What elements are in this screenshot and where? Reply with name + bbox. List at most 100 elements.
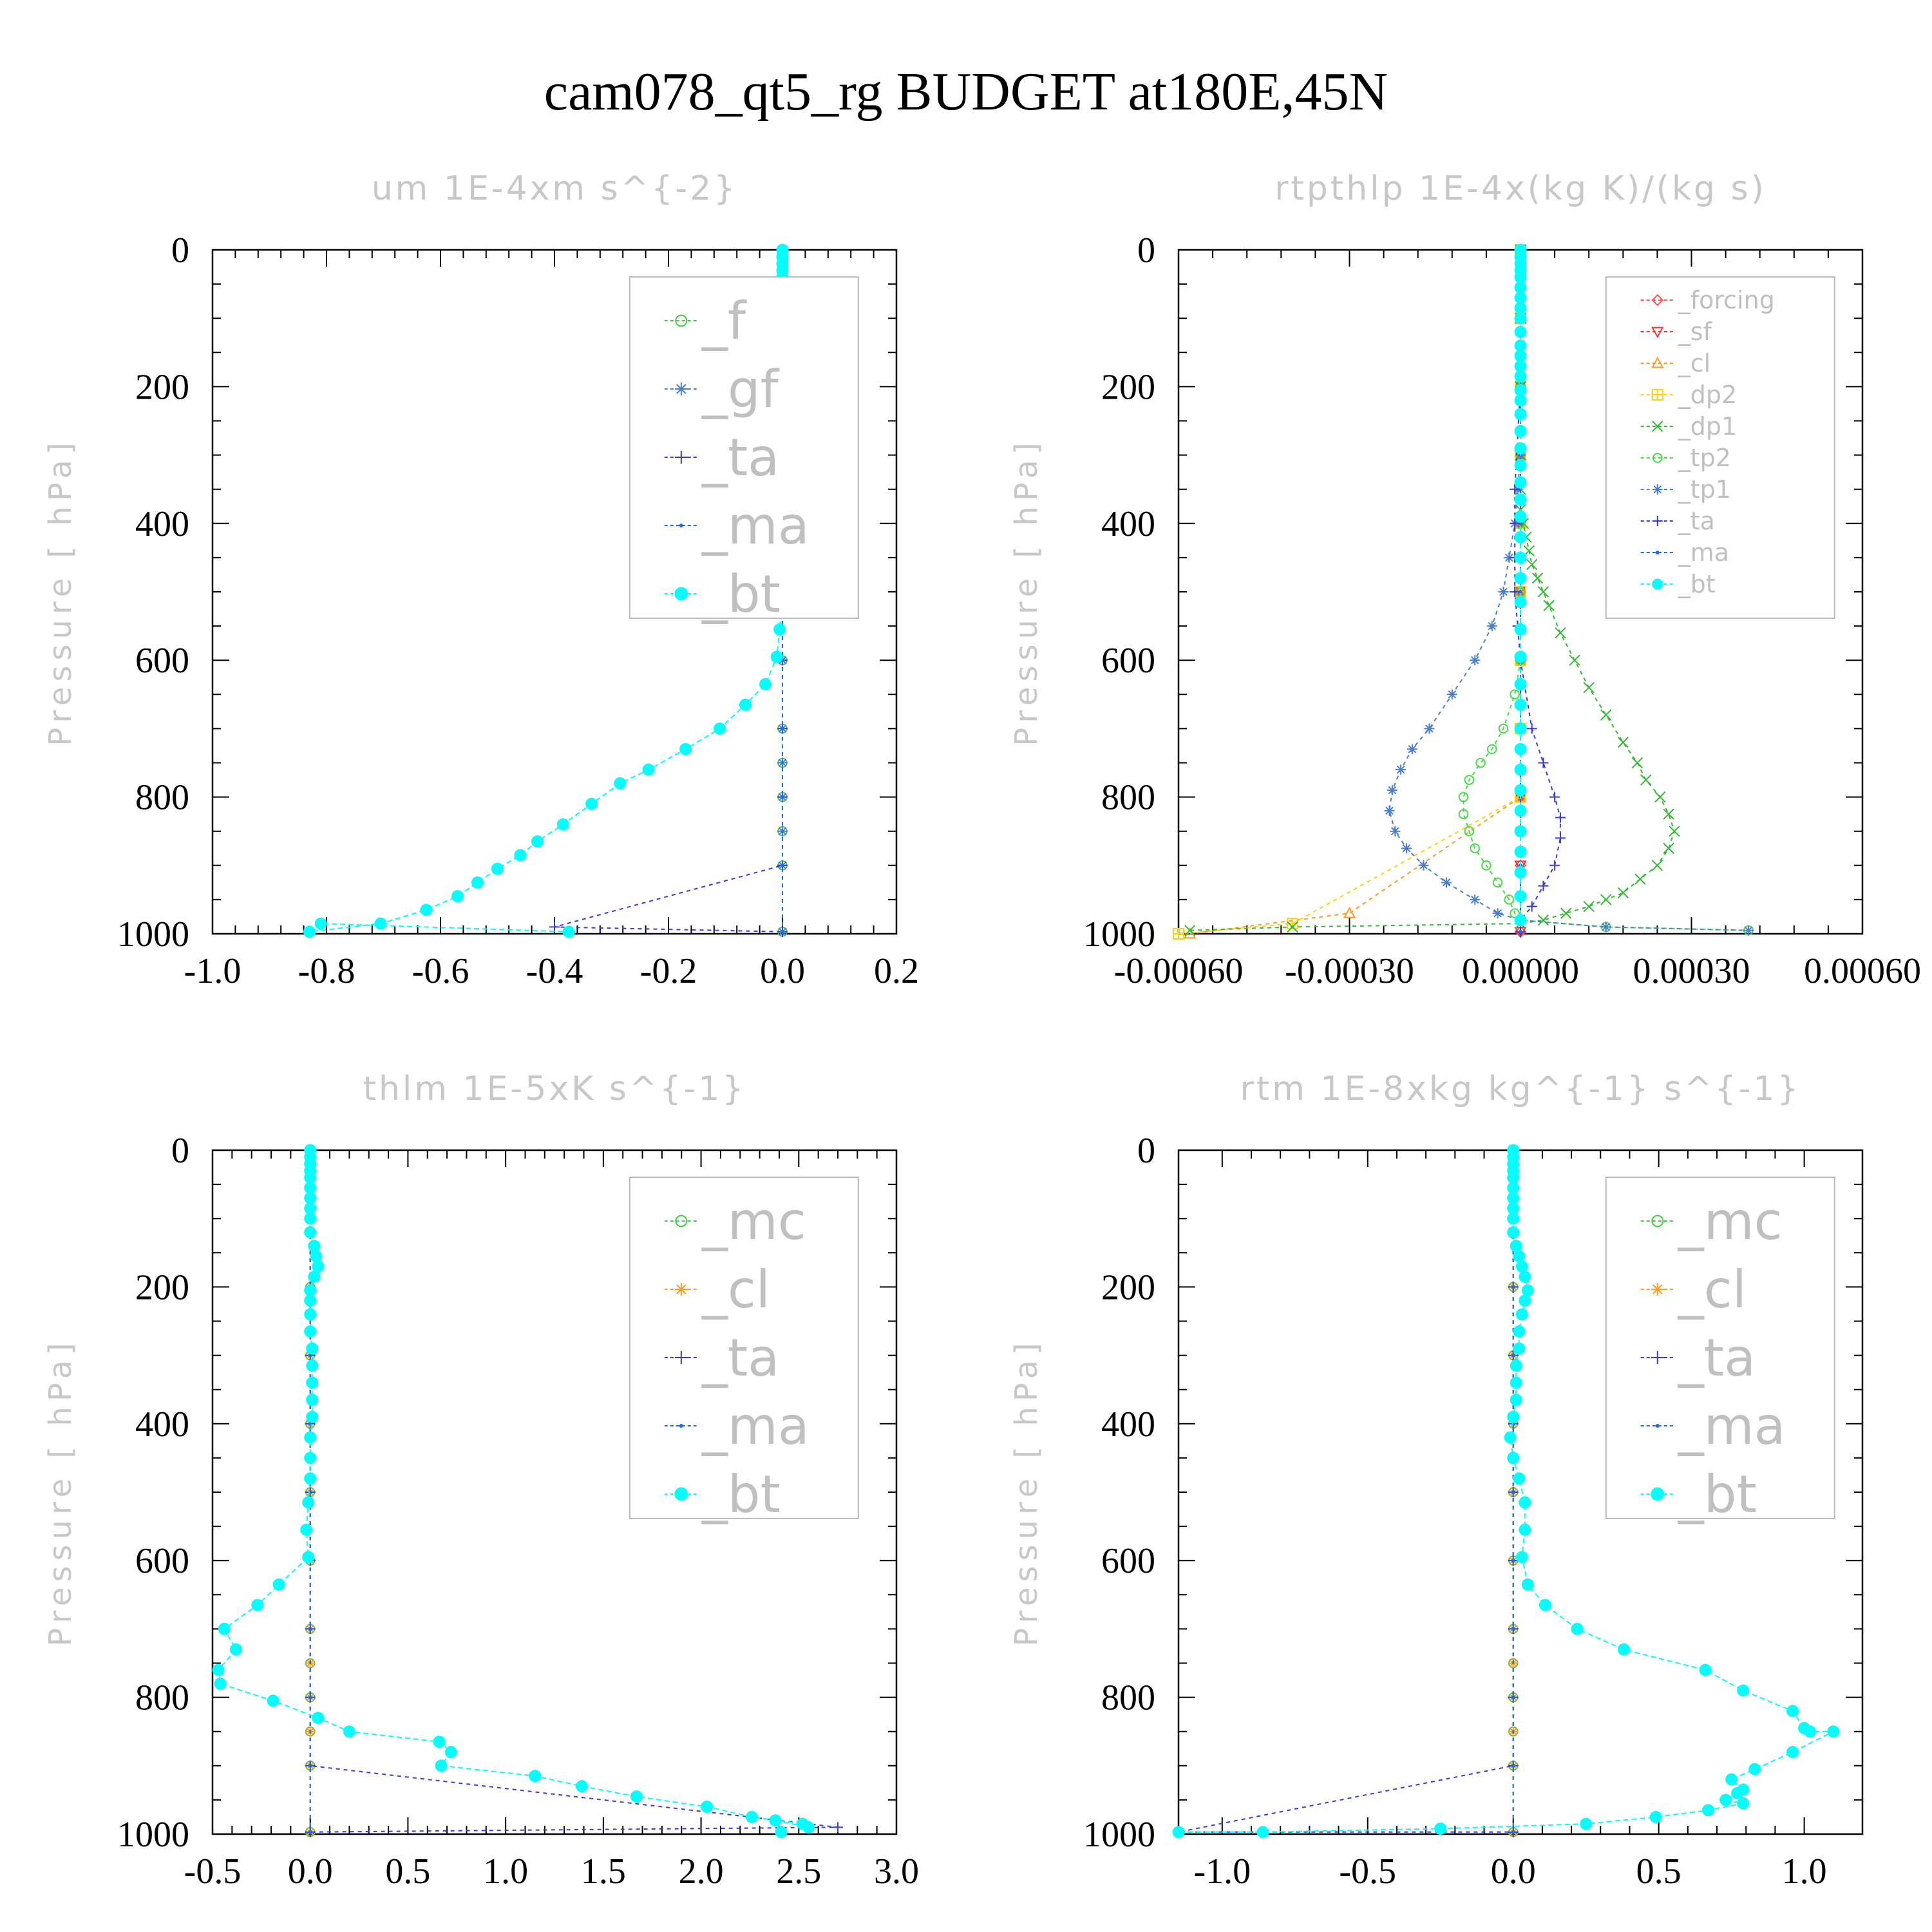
legend-label: _tp2: [1678, 444, 1731, 472]
data-point: [272, 1578, 285, 1591]
legend-marker: [674, 1283, 688, 1296]
data-point: [1555, 812, 1566, 823]
data-point: [679, 743, 692, 755]
data-point: [308, 1240, 321, 1253]
data-point: [1537, 914, 1549, 926]
x-tick-label: 2.5: [776, 1852, 821, 1891]
data-point: [642, 763, 655, 776]
legend: _mc _cl _ta _ma _bt: [1605, 1177, 1835, 1524]
data-point: [531, 835, 544, 848]
data-point: [1507, 1181, 1520, 1194]
legend-marker: [1651, 389, 1663, 401]
data-point: [1514, 424, 1527, 437]
data-point: [1184, 924, 1196, 936]
y-tick-label: 400: [135, 504, 189, 544]
data-point: [1514, 301, 1527, 314]
data-point: [529, 1770, 542, 1783]
data-point: [1617, 736, 1629, 748]
x-tick-label: 0.0: [760, 951, 805, 991]
data-point: [1549, 791, 1560, 802]
data-point: [1492, 877, 1503, 888]
data-point: [1514, 281, 1527, 294]
data-point: [1560, 907, 1572, 919]
y-tick-label: 400: [1101, 504, 1155, 544]
data-point: [1514, 743, 1527, 755]
legend-marker: [1652, 578, 1663, 590]
data-point: [1387, 784, 1397, 795]
data-point: [1514, 623, 1527, 636]
legend-marker: [1655, 551, 1660, 554]
data-point: [1514, 493, 1527, 506]
panel-4: rtm 1E-8xkg kg^{-1} s^{-1} Pressure [ hPa…: [1009, 1070, 1864, 1891]
legend: _forcing _sf _cl _dp2 _dp1 _tp2 _tp1 _ta _ma _bt: [1605, 276, 1835, 619]
data-point: [1531, 573, 1544, 584]
data-point: [714, 722, 726, 735]
legend-marker: [674, 451, 688, 464]
data-point: [310, 1250, 323, 1263]
data-point: [1464, 826, 1475, 837]
x-tick-label: -0.2: [640, 951, 697, 991]
data-point: [1507, 1202, 1520, 1215]
data-point: [1507, 1226, 1520, 1238]
data-point: [1663, 842, 1674, 854]
data-point: [1406, 744, 1417, 755]
y-axis-label: Pressure [ hPa]: [1009, 1338, 1045, 1647]
data-point: [304, 1452, 317, 1464]
data-point: [308, 1830, 312, 1834]
legend-marker: [1651, 327, 1664, 339]
series-line: [1178, 1150, 1514, 1833]
data-point: [491, 862, 504, 875]
series-bt: [1514, 243, 1527, 927]
x-tick-label: -0.4: [526, 951, 583, 991]
data-point: [1384, 805, 1395, 816]
data-point: [1663, 808, 1674, 820]
legend-box: [1605, 276, 1835, 619]
panel-3: thlm 1E-5xK s^{-1} Pressure [ hPa] 0 200 400…: [43, 1070, 919, 1891]
data-point: [1526, 558, 1538, 571]
data-point: [1514, 350, 1527, 363]
data-point: [1504, 552, 1515, 563]
data-point: [304, 1202, 317, 1215]
data-point: [229, 1643, 242, 1656]
data-point: [1434, 1823, 1447, 1835]
data-point: [251, 1598, 264, 1611]
data-point: [514, 849, 527, 862]
data-point: [212, 1663, 225, 1676]
data-point: [308, 1270, 321, 1283]
data-point: [1441, 877, 1452, 888]
legend-label: _bt: [701, 1464, 781, 1524]
legend-marker: [1651, 1215, 1664, 1227]
data-point: [1514, 291, 1527, 304]
data-point: [1539, 1598, 1551, 1611]
data-point: [1470, 843, 1480, 854]
x-tick-label: 2.0: [679, 1852, 724, 1891]
series-dp1: [1184, 244, 1680, 936]
panels: um 1E-4xm s^{-2} Pressure [ hPa] 0 200 400 60…: [43, 169, 1921, 1891]
panel-title: um 1E-4xm s^{-2}: [372, 169, 738, 208]
data-point: [312, 1260, 325, 1273]
data-point: [1725, 1773, 1738, 1786]
y-tick-label: 400: [1101, 1405, 1155, 1444]
data-point: [1514, 804, 1527, 817]
data-point: [304, 1308, 317, 1321]
data-point: [1514, 784, 1527, 797]
data-point: [781, 863, 784, 867]
data-point: [304, 1325, 317, 1338]
legend-marker: [679, 1424, 683, 1428]
data-point: [1580, 1817, 1593, 1830]
data-point: [1669, 825, 1680, 837]
data-point: [308, 1763, 312, 1768]
series-ta: [1173, 1145, 1519, 1837]
data-point: [1514, 339, 1527, 352]
legend-marker: [1655, 1424, 1660, 1428]
data-point: [1510, 484, 1520, 495]
x-tick-label: 0.2: [874, 951, 919, 991]
legend-label: _ta: [1678, 507, 1715, 535]
y-tick-label: 1000: [117, 914, 189, 954]
data-point: [1514, 890, 1527, 903]
data-point: [832, 1822, 843, 1833]
legend-label: _ta: [701, 428, 779, 488]
data-point: [1514, 370, 1527, 383]
data-point: [1511, 1353, 1515, 1358]
